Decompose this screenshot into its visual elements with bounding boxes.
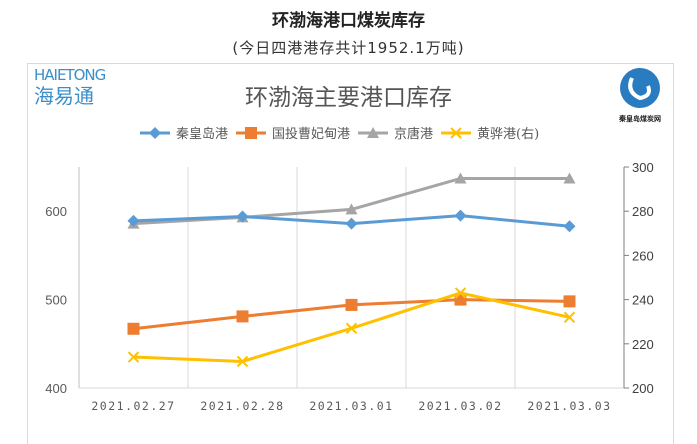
- right-tick-label: 260: [632, 248, 654, 263]
- legend-label: 秦皇岛港: [176, 126, 228, 142]
- data-point-0: [236, 210, 249, 223]
- x-tick-label: 2021.02.28: [200, 399, 284, 413]
- left-tick-label: 600: [45, 204, 67, 219]
- data-point-1: [345, 298, 358, 311]
- haietong-logo: HAIETONG 海易通: [34, 66, 106, 108]
- legend-label: 京唐港: [394, 126, 433, 142]
- data-point-3: [127, 351, 140, 363]
- x-tick-label: 2021.03.01: [309, 399, 393, 413]
- data-point-0: [345, 217, 358, 230]
- right-tick-label: 200: [632, 381, 654, 396]
- legend-label: 国投曹妃甸港: [272, 126, 350, 142]
- line-chart: 400 500 600 200 220 240 260 280 300 2021.02.27 202…: [45, 126, 654, 413]
- right-tick-label: 280: [632, 204, 654, 219]
- data-point-1: [236, 310, 249, 323]
- data-point-1: [563, 295, 576, 308]
- x-tick-label: 2021.03.02: [418, 399, 502, 413]
- right-tick-label: 220: [632, 337, 654, 352]
- data-point-3: [345, 322, 358, 335]
- left-tick-label: 400: [45, 381, 67, 396]
- data-point-2: [454, 172, 467, 184]
- data-point-0: [127, 214, 140, 227]
- left-tick-label: 500: [45, 293, 67, 308]
- data-point-3: [236, 355, 249, 368]
- legend-marker: [450, 127, 462, 139]
- data-point-0: [563, 220, 576, 233]
- data-point-1: [127, 322, 140, 335]
- page-title: 环渤海港口煤炭库存: [272, 11, 425, 31]
- data-point-2: [345, 203, 358, 215]
- x-tick-label: 2021.02.27: [91, 399, 175, 413]
- x-tick-label: 2021.03.03: [527, 399, 611, 413]
- data-point-3: [454, 287, 467, 299]
- chart-frame: [27, 63, 674, 444]
- right-tick-label: 240: [632, 293, 654, 308]
- page-subtitle: (今日四港港存共计1952.1万吨): [232, 39, 465, 57]
- legend-marker: [367, 127, 380, 138]
- data-point-3: [563, 311, 576, 323]
- qhd-coal-logo: 秦皇岛煤炭网: [612, 66, 668, 124]
- right-tick-label: 300: [632, 160, 654, 175]
- data-point-0: [454, 209, 467, 222]
- chart-title: 环渤海主要港口库存: [245, 85, 452, 111]
- legend-label: 黄骅港(右): [477, 127, 539, 142]
- legend-marker: [245, 127, 258, 139]
- legend-marker: [149, 127, 161, 139]
- data-point-2: [563, 172, 576, 184]
